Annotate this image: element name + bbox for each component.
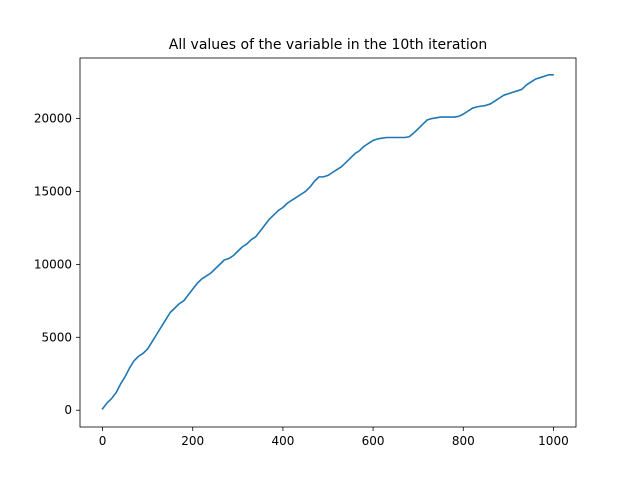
y-tick-label: 0 bbox=[64, 403, 72, 417]
y-tick-label: 5000 bbox=[41, 330, 72, 344]
x-tick-label: 0 bbox=[99, 434, 107, 448]
y-tick-label: 10000 bbox=[34, 257, 72, 271]
x-tick-label: 600 bbox=[362, 434, 385, 448]
series-line-0 bbox=[101, 73, 554, 410]
y-tick-label: 20000 bbox=[34, 112, 72, 126]
chart-title: All values of the variable in the 10th i… bbox=[169, 37, 488, 53]
x-tick-label: 1000 bbox=[538, 434, 569, 448]
x-tick-label: 200 bbox=[181, 434, 204, 448]
x-tick-label: 400 bbox=[271, 434, 294, 448]
axes-frame bbox=[79, 57, 577, 428]
y-tick-label: 15000 bbox=[34, 184, 72, 198]
x-tick-label: 800 bbox=[452, 434, 475, 448]
